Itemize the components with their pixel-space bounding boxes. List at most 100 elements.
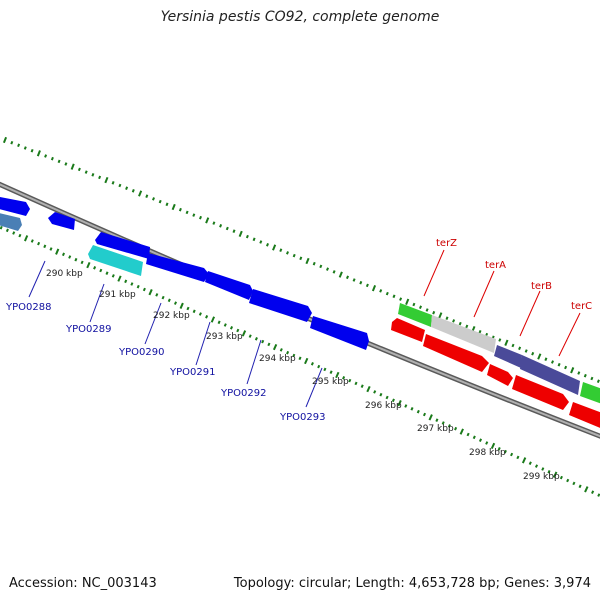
gene-label[interactable]: terB — [531, 281, 552, 292]
gene-ypo0293-arrow[interactable] — [310, 316, 369, 350]
gene-ypo0291-arrow[interactable] — [205, 271, 253, 300]
gc-dot — [266, 243, 269, 247]
gene-red-4[interactable] — [512, 375, 569, 410]
gene-label[interactable]: terC — [571, 301, 592, 312]
gc-dot — [238, 230, 243, 238]
gc-dot — [584, 486, 589, 493]
feature-track — [0, 196, 600, 430]
gc-dot — [521, 457, 527, 464]
gc-dot — [279, 348, 283, 352]
gc-dot — [312, 261, 316, 266]
gc-dot — [299, 256, 303, 261]
gc-dot — [104, 176, 109, 184]
gc-dot — [68, 255, 72, 259]
gc-dot — [385, 395, 389, 400]
gc-dot — [241, 330, 247, 337]
gc-dot — [392, 294, 396, 299]
gene-ypo0292-arrow[interactable] — [249, 289, 312, 322]
gc-dot — [564, 365, 568, 370]
gc-dot — [212, 221, 216, 225]
gc-dot — [219, 224, 223, 228]
gc-dot — [541, 467, 545, 471]
gc-dot — [518, 346, 522, 351]
tick-label: 290 kbp — [46, 269, 83, 279]
gene-ypo0287-arrow[interactable] — [0, 196, 30, 216]
gc-dot — [111, 181, 115, 185]
gc-dot — [550, 360, 555, 364]
gene-label[interactable]: YPO0289 — [65, 324, 111, 335]
gc-dot — [199, 215, 202, 220]
accession-text: Accession: NC_003143 — [9, 576, 157, 591]
gene-terd-forward[interactable] — [580, 382, 600, 405]
gene-red-5[interactable] — [569, 402, 600, 430]
gc-dot — [528, 461, 532, 465]
gene-label[interactable]: terZ — [436, 238, 457, 249]
gc-dot — [504, 339, 509, 346]
gc-dot — [105, 271, 109, 275]
gene-terc-forward[interactable] — [520, 355, 580, 395]
gene-label[interactable]: YPO0293 — [279, 412, 325, 423]
tick-label: 294 kbp — [259, 354, 296, 364]
gc-dot — [86, 261, 91, 269]
gc-dot — [248, 334, 252, 338]
gc-dot — [98, 175, 102, 180]
gc-dot — [510, 452, 514, 457]
gc-dot — [454, 426, 458, 431]
gc-dot — [223, 323, 227, 327]
gc-dot — [192, 309, 196, 314]
gene-tera-forward[interactable] — [431, 315, 496, 353]
gc-dot — [531, 351, 535, 356]
gc-dot — [124, 279, 128, 284]
gc-dot — [435, 418, 439, 422]
gc-dot — [49, 247, 53, 251]
gc-dot — [145, 194, 149, 198]
gc-dot — [118, 183, 122, 188]
gene-label[interactable]: YPO0288 — [5, 302, 51, 313]
gene-red-1[interactable] — [391, 318, 425, 342]
gc-dot — [399, 297, 403, 301]
gc-dot — [419, 305, 422, 309]
gene-terb-forward[interactable] — [494, 345, 522, 368]
gc-dot — [385, 291, 389, 296]
gc-dot — [192, 213, 196, 217]
gene-ypo0290-arrow[interactable] — [146, 253, 209, 282]
gc-dot — [259, 240, 263, 244]
gene-cyan-arrow[interactable] — [88, 245, 143, 276]
gc-dot — [412, 302, 416, 307]
gc-dot — [178, 207, 182, 212]
gc-dot — [152, 197, 155, 201]
gene-ypo0288-arrow[interactable] — [48, 212, 75, 230]
gc-dot — [366, 385, 371, 393]
gc-dot — [490, 442, 496, 450]
gene-terz-forward[interactable] — [398, 303, 432, 327]
gc-dot — [310, 362, 314, 366]
gc-dot — [524, 349, 528, 353]
gene-label[interactable]: YPO0290 — [118, 347, 164, 358]
tick-label: 299 kbp — [523, 472, 560, 482]
gc-dot — [205, 217, 210, 224]
gc-dot — [36, 150, 41, 157]
gc-dot — [80, 260, 84, 265]
blue-gene-labels: YPO0288 YPO0289 YPO0290 YPO0291 YPO0292 … — [5, 302, 325, 423]
gc-dot — [70, 163, 75, 170]
gene-label[interactable]: YPO0292 — [220, 388, 266, 399]
gene-steel-arrow[interactable] — [0, 212, 22, 231]
gc-dot — [252, 237, 256, 242]
gc-dot — [346, 275, 349, 280]
tick-label: 293 kbp — [206, 332, 243, 342]
gc-dot — [236, 328, 240, 333]
gene-ypo0289-arrow[interactable] — [95, 232, 150, 259]
gc-dot — [167, 298, 171, 303]
gc-dot — [30, 239, 34, 243]
gc-dot — [298, 356, 302, 361]
gc-dot — [360, 384, 364, 388]
gc-dot — [171, 203, 176, 211]
gene-label[interactable]: YPO0291 — [169, 367, 215, 378]
gene-red-2[interactable] — [423, 334, 489, 372]
gene-label[interactable]: terA — [485, 260, 506, 271]
gc-dot — [583, 373, 587, 378]
gc-dot — [10, 140, 14, 145]
gc-dot — [577, 371, 581, 375]
gene-red-3[interactable] — [487, 364, 513, 386]
